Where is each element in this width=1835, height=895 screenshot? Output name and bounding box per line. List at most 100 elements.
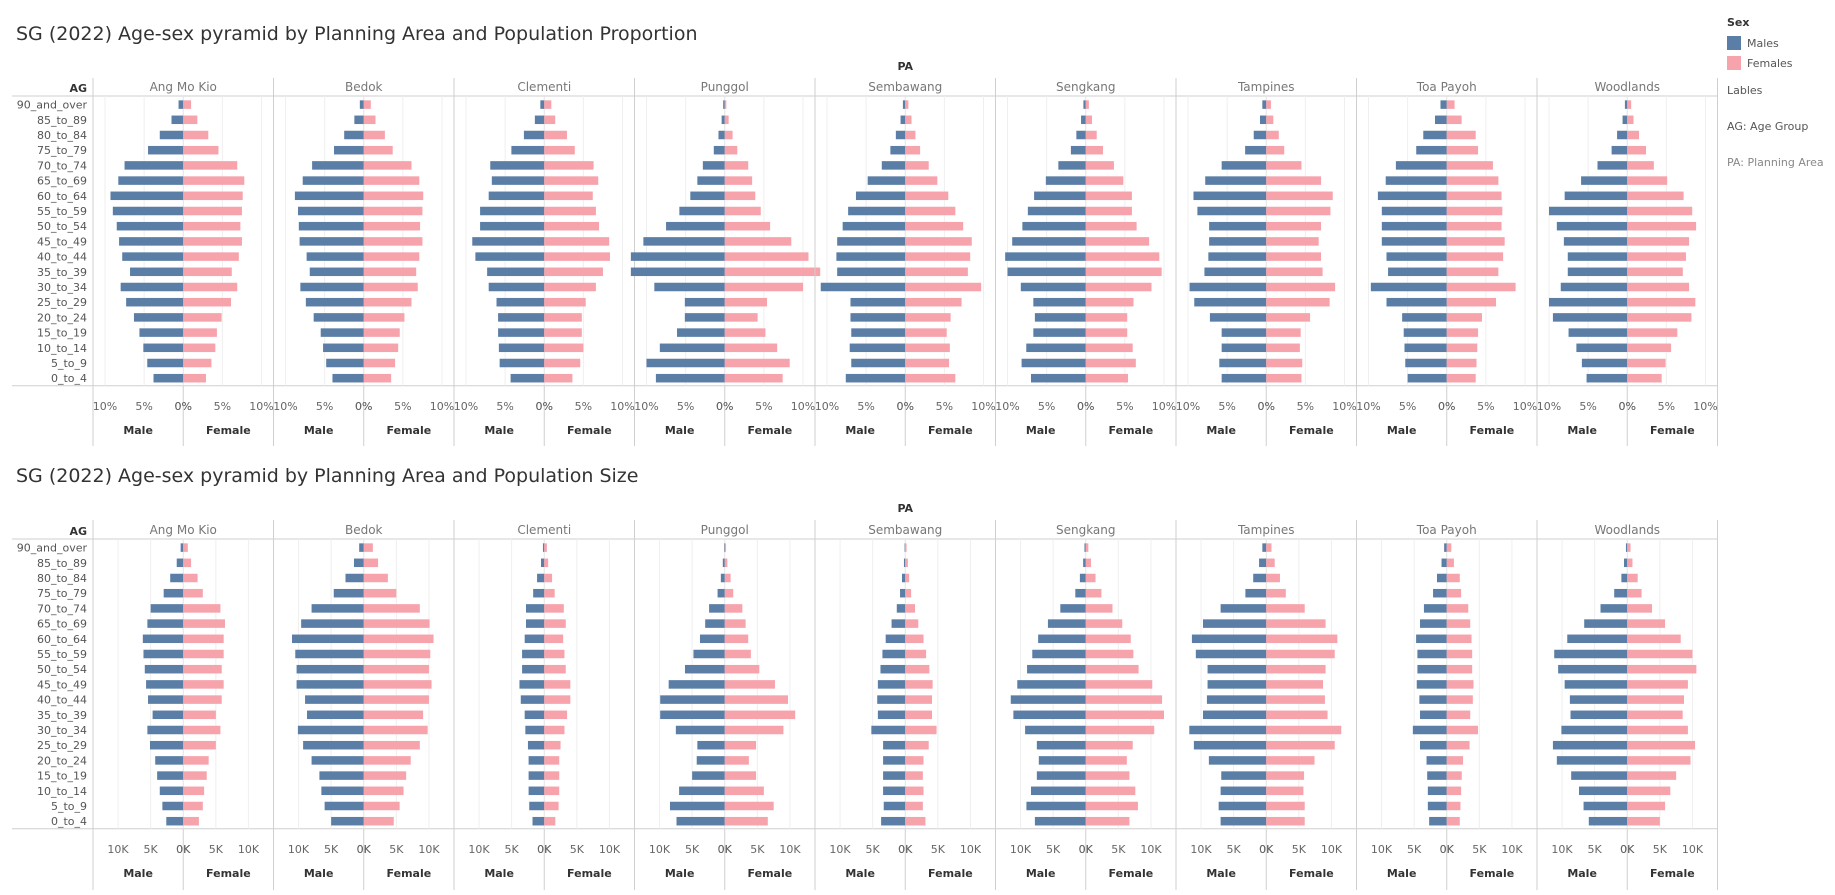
chart2-ang-mo-kio-male-bar bbox=[157, 771, 184, 780]
chart2-woodlands-female-bar bbox=[1627, 801, 1666, 811]
chart2-toa-payoh-male-bar bbox=[1426, 756, 1447, 765]
chart1-ang-mo-kio-female-bar bbox=[183, 191, 243, 201]
chart2-toa-payoh-female-bar bbox=[1446, 725, 1479, 735]
chart1-sembawang-male-axis-title: Male bbox=[845, 424, 875, 437]
chart1-woodlands-tick-label: 5% bbox=[1579, 400, 1596, 413]
chart1-toa-payoh-tick-label: 0% bbox=[1438, 400, 1455, 413]
chart2-sengkang-tick-label: 10K bbox=[1010, 843, 1032, 856]
chart1-tampines-tick-label: 10% bbox=[1176, 400, 1200, 413]
chart1-punggol-male-bar bbox=[723, 100, 725, 109]
chart2-clementi-male-bar bbox=[528, 771, 545, 780]
chart2-toa-payoh-female-bar bbox=[1446, 604, 1469, 613]
chart2-tampines-female-bar bbox=[1266, 619, 1326, 628]
chart1-sembawang-female-bar bbox=[905, 373, 956, 383]
chart2-clementi-tick-label: 5K bbox=[505, 843, 520, 856]
chart2-clementi-tick-label: 10K bbox=[599, 843, 621, 856]
chart1-sengkang-female-bar bbox=[1085, 100, 1089, 109]
chart1-ang-mo-kio-male-bar bbox=[178, 100, 184, 109]
legend-item-males[interactable]: Males bbox=[1727, 33, 1824, 53]
chart2-punggol-female-bar bbox=[724, 604, 743, 613]
chart2-tampines-female-bar bbox=[1266, 801, 1305, 811]
chart2-tampines-female-bar bbox=[1266, 680, 1323, 689]
chart2-ang-mo-kio-tick-label: 0K bbox=[176, 843, 191, 856]
chart1-clementi-tick-label: 10% bbox=[610, 400, 634, 413]
chart2-sembawang-male-bar bbox=[883, 740, 906, 750]
chart2-ang-mo-kio-male-bar bbox=[166, 816, 184, 826]
chart1-clementi-male-bar bbox=[511, 145, 545, 155]
chart2-tampines-female-bar bbox=[1266, 725, 1342, 735]
chart1-tampines-female-bar bbox=[1266, 267, 1323, 277]
chart1-woodlands-male-bar bbox=[1564, 191, 1628, 201]
chart2-clementi-male-bar bbox=[524, 710, 545, 720]
chart2-clementi-male-bar bbox=[532, 816, 545, 826]
chart2-sembawang-male-bar bbox=[883, 756, 906, 765]
chart1-punggol-male-bar bbox=[643, 237, 725, 246]
chart2-sengkang-female-bar bbox=[1085, 573, 1096, 583]
chart1-woodlands-header: Woodlands bbox=[1594, 80, 1660, 94]
chart1-bedok-male-bar bbox=[320, 328, 364, 337]
legend-item-females[interactable]: Females bbox=[1727, 53, 1824, 73]
chart2-sembawang-female-bar bbox=[905, 619, 919, 628]
chart1-sembawang-tick-label: 5% bbox=[857, 400, 874, 413]
chart2-ang-mo-kio-tick-label: 10K bbox=[107, 843, 129, 856]
chart1-punggol-female-bar bbox=[724, 191, 756, 201]
chart2-bedok-female-bar bbox=[363, 816, 394, 826]
chart1-bedok-female-bar bbox=[363, 343, 399, 353]
chart1-woodlands-female-bar bbox=[1627, 176, 1668, 185]
chart2-punggol-female-bar bbox=[724, 695, 789, 704]
chart2-sengkang-tick-label: 5K bbox=[1046, 843, 1061, 856]
chart2-toa-payoh-female-bar bbox=[1446, 558, 1454, 568]
chart1-woodlands-tick-label: 10% bbox=[1693, 400, 1717, 413]
chart1-toa-payoh-female-bar bbox=[1446, 297, 1497, 307]
chart2-sengkang-male-bar bbox=[1038, 756, 1086, 765]
chart1-clementi-female-bar bbox=[544, 328, 582, 337]
chart2-tampines-male-bar bbox=[1253, 573, 1267, 583]
chart1-sembawang-female-bar bbox=[905, 267, 968, 277]
chart1-tampines-female-bar bbox=[1266, 282, 1336, 292]
chart1-clementi-female-bar bbox=[544, 206, 596, 216]
chart1-sembawang-male-bar bbox=[850, 313, 906, 322]
chart1-ang-mo-kio-female-bar bbox=[183, 328, 217, 337]
legend-title: Sex bbox=[1727, 16, 1750, 29]
chart1-clementi-male-bar bbox=[472, 237, 545, 246]
chart1-sembawang-male-bar bbox=[845, 373, 906, 383]
chart1-punggol-female-bar bbox=[724, 176, 753, 185]
chart2-sengkang-female-bar bbox=[1085, 634, 1131, 644]
chart2-category-label: 40_to_44 bbox=[37, 694, 87, 707]
chart1-punggol-male-bar bbox=[659, 343, 725, 353]
chart2-ang-mo-kio-female-bar bbox=[183, 664, 222, 674]
chart1-clementi-male-bar bbox=[487, 267, 545, 277]
chart1-punggol-male-bar bbox=[677, 328, 725, 337]
chart1-sembawang-female-bar bbox=[905, 176, 938, 185]
chart1-bedok-female-bar bbox=[363, 313, 405, 322]
chart1-category-label: 60_to_64 bbox=[37, 190, 87, 203]
chart2-woodlands-tick-label: 0K bbox=[1620, 843, 1635, 856]
chart1-punggol-male-bar bbox=[721, 115, 725, 125]
chart1-clementi-male-bar bbox=[534, 115, 545, 125]
chart1-woodlands-female-bar bbox=[1627, 297, 1696, 307]
chart1-toa-payoh-female-bar bbox=[1446, 282, 1516, 292]
chart1-sembawang-male-bar bbox=[850, 297, 906, 307]
chart2-clementi-male-bar bbox=[528, 756, 545, 765]
chart2-ang-mo-kio-male-bar bbox=[152, 710, 184, 720]
chart2-ang-mo-kio-tick-label: 5K bbox=[209, 843, 224, 856]
chart1-toa-payoh-tick-label: 10% bbox=[1513, 400, 1537, 413]
chart2-clementi-header: Clementi bbox=[517, 523, 571, 537]
chart2-clementi-male-bar bbox=[519, 680, 545, 689]
chart1-ang-mo-kio-header: Ang Mo Kio bbox=[150, 80, 217, 94]
chart1-clementi-female-bar bbox=[544, 267, 603, 277]
chart1-sengkang-female-bar bbox=[1085, 176, 1124, 185]
chart1-bedok-tick-label: 0% bbox=[355, 400, 372, 413]
chart2-ang-mo-kio-tick-label: 10K bbox=[238, 843, 260, 856]
chart2-bedok-female-bar bbox=[363, 695, 429, 704]
chart1-tampines-female-bar bbox=[1266, 252, 1322, 261]
chart1-bedok-male-bar bbox=[334, 145, 364, 155]
chart1-ang-mo-kio-female-bar bbox=[183, 373, 206, 383]
chart1-clementi-female-bar bbox=[544, 358, 581, 368]
chart1-sembawang-tick-label: 0% bbox=[897, 400, 914, 413]
chart1-punggol-female-bar bbox=[724, 282, 803, 292]
chart2-toa-payoh-female-bar bbox=[1446, 619, 1471, 628]
chart2-clementi-female-bar bbox=[544, 740, 561, 750]
chart1-ang-mo-kio-tick-label: 10% bbox=[249, 400, 273, 413]
chart2-tampines-tick-label: 0K bbox=[1259, 843, 1274, 856]
